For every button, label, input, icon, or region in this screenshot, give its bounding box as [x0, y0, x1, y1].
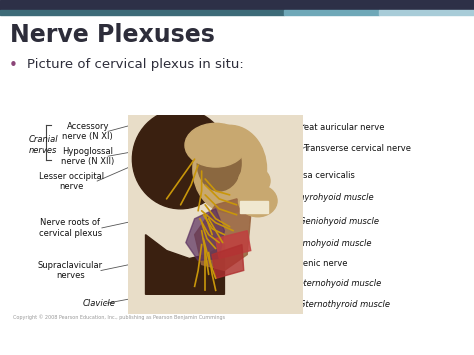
Ellipse shape [132, 109, 229, 209]
Ellipse shape [238, 167, 270, 195]
Text: Thyrohyoid muscle: Thyrohyoid muscle [294, 193, 374, 202]
Text: Lesser occipital
nerve: Lesser occipital nerve [38, 172, 104, 191]
Text: C₃: C₃ [151, 222, 160, 231]
Text: Hypoglossal
nerve (N XII): Hypoglossal nerve (N XII) [61, 147, 114, 166]
Ellipse shape [197, 135, 241, 191]
Text: Omohyoid muscle: Omohyoid muscle [296, 239, 372, 248]
Text: C₂: C₂ [151, 213, 160, 222]
Text: Accessory
nerve (N XI): Accessory nerve (N XI) [62, 122, 113, 141]
Text: C₁: C₁ [151, 203, 160, 212]
Text: C₅: C₅ [151, 241, 160, 251]
Bar [284, 10, 379, 15]
Text: Sternohyoid muscle: Sternohyoid muscle [298, 279, 381, 289]
Text: Geniohyoid muscle: Geniohyoid muscle [299, 217, 379, 226]
Ellipse shape [238, 185, 277, 217]
Polygon shape [195, 199, 251, 271]
Text: Clavicle: Clavicle [83, 299, 116, 308]
Text: Phrenic nerve: Phrenic nerve [289, 259, 347, 268]
Text: Ansa cervicalis: Ansa cervicalis [292, 171, 355, 180]
Bar [0, 10, 284, 15]
Text: Nerve roots of
cervical plexus: Nerve roots of cervical plexus [38, 218, 102, 237]
Polygon shape [212, 245, 244, 278]
Polygon shape [216, 231, 251, 258]
Text: Supraclavicular
nerves: Supraclavicular nerves [37, 261, 103, 280]
Text: Sternothyroid muscle: Sternothyroid muscle [300, 300, 390, 309]
Polygon shape [146, 235, 225, 294]
Text: Picture of cervical plexus in situ:: Picture of cervical plexus in situ: [27, 58, 244, 71]
Text: Cranial
nerves: Cranial nerves [28, 135, 58, 154]
Text: Great auricular nerve: Great auricular nerve [294, 122, 384, 132]
Text: Copyright © 2008 Pearson Education, Inc., publishing as Pearson Benjamin Cumming: Copyright © 2008 Pearson Education, Inc.… [13, 314, 226, 320]
Bar [379, 10, 474, 15]
Text: C₄: C₄ [151, 232, 160, 241]
Text: Transverse cervical nerve: Transverse cervical nerve [303, 144, 411, 153]
Ellipse shape [185, 123, 246, 167]
Ellipse shape [193, 125, 266, 213]
Polygon shape [186, 209, 225, 261]
Text: Nerve Plexuses: Nerve Plexuses [10, 23, 215, 47]
Bar [240, 201, 268, 213]
Text: •: • [9, 58, 18, 72]
Bar [0, 0, 474, 10]
